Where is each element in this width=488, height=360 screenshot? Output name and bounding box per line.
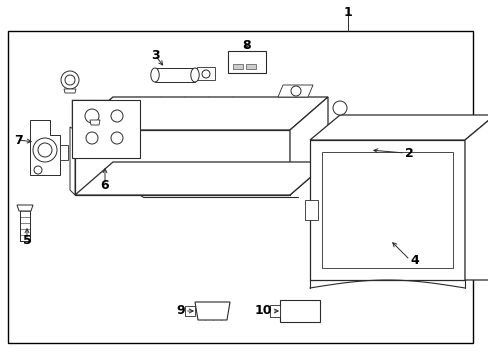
- Polygon shape: [245, 64, 256, 69]
- Polygon shape: [289, 97, 327, 195]
- Polygon shape: [195, 302, 229, 320]
- Text: 4: 4: [409, 253, 418, 266]
- Polygon shape: [184, 306, 195, 316]
- Text: 1: 1: [343, 6, 352, 19]
- Polygon shape: [70, 127, 75, 195]
- Text: 8: 8: [242, 39, 251, 51]
- Polygon shape: [60, 145, 68, 160]
- Circle shape: [332, 101, 346, 115]
- Ellipse shape: [190, 68, 199, 82]
- Polygon shape: [75, 162, 327, 195]
- Polygon shape: [269, 305, 280, 317]
- Bar: [8, 31, 472, 343]
- Circle shape: [85, 109, 99, 123]
- Polygon shape: [321, 152, 452, 268]
- Polygon shape: [64, 89, 76, 93]
- Polygon shape: [280, 300, 319, 322]
- Polygon shape: [305, 200, 317, 220]
- Circle shape: [38, 143, 52, 157]
- Text: 10: 10: [254, 305, 271, 318]
- Polygon shape: [30, 120, 60, 175]
- Circle shape: [202, 70, 209, 78]
- Text: 2: 2: [404, 147, 413, 159]
- Polygon shape: [309, 115, 488, 140]
- Circle shape: [61, 71, 79, 89]
- Circle shape: [34, 166, 42, 174]
- Circle shape: [65, 75, 75, 85]
- Polygon shape: [309, 140, 464, 280]
- Polygon shape: [90, 120, 100, 125]
- Polygon shape: [17, 205, 33, 211]
- Circle shape: [33, 138, 57, 162]
- Polygon shape: [155, 68, 195, 82]
- Circle shape: [111, 110, 123, 122]
- Polygon shape: [75, 130, 289, 195]
- Circle shape: [86, 132, 98, 144]
- Text: 6: 6: [101, 179, 109, 192]
- Ellipse shape: [150, 68, 159, 82]
- Polygon shape: [227, 51, 265, 73]
- Polygon shape: [464, 115, 488, 280]
- Text: 5: 5: [22, 234, 31, 247]
- Circle shape: [290, 86, 301, 96]
- Polygon shape: [75, 97, 327, 130]
- Text: 7: 7: [14, 134, 23, 147]
- Text: 3: 3: [150, 49, 159, 62]
- Polygon shape: [72, 100, 140, 158]
- Polygon shape: [232, 64, 243, 69]
- Text: 9: 9: [176, 305, 184, 318]
- Polygon shape: [197, 67, 215, 80]
- Polygon shape: [278, 85, 312, 97]
- Circle shape: [111, 132, 123, 144]
